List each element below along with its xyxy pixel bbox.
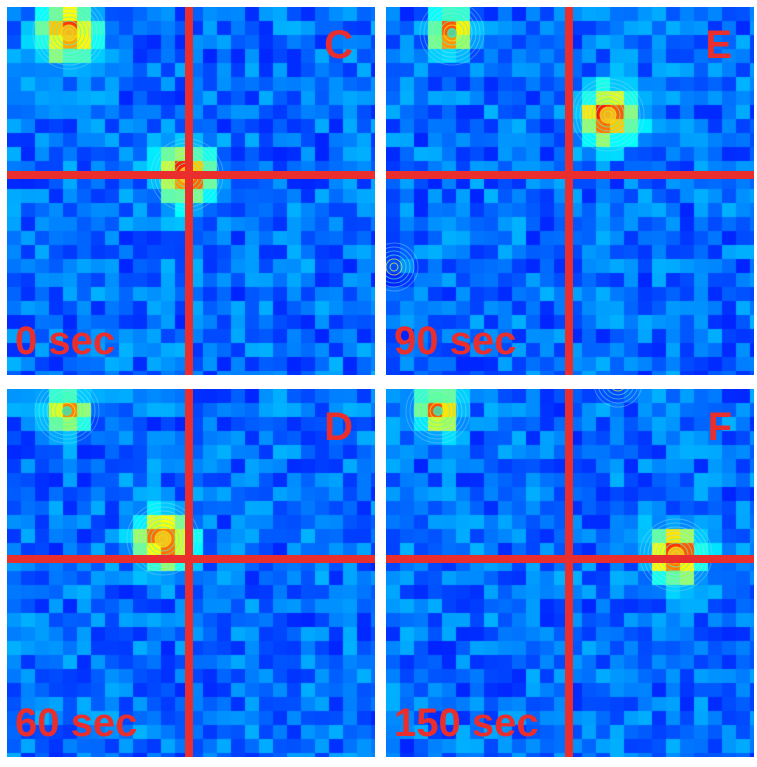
crosshair-vertical bbox=[565, 7, 573, 375]
crosshair-horizontal bbox=[386, 555, 754, 563]
panel-d: D 60 sec bbox=[7, 389, 375, 757]
panel-f: F 150 sec bbox=[386, 389, 754, 757]
fluorescent-spot bbox=[386, 242, 419, 292]
crosshair-vertical bbox=[565, 389, 573, 757]
fluorescent-spot bbox=[34, 389, 100, 444]
time-label: 60 sec bbox=[15, 701, 138, 745]
fluorescent-spot bbox=[32, 7, 106, 70]
fluorescent-spot bbox=[419, 7, 485, 66]
panel-letter: F bbox=[707, 405, 732, 449]
panel-letter: E bbox=[705, 23, 732, 67]
crosshair-overlay bbox=[7, 389, 375, 757]
panel-c: C 0 sec bbox=[7, 7, 375, 375]
crosshair-overlay bbox=[386, 389, 754, 757]
time-label: 150 sec bbox=[394, 701, 539, 745]
panel-letter: D bbox=[324, 405, 353, 449]
crosshair-horizontal bbox=[7, 555, 375, 563]
panel-letter: C bbox=[324, 23, 353, 67]
panel-e: E 90 sec bbox=[386, 7, 754, 375]
crosshair-overlay bbox=[7, 7, 375, 375]
fluorescent-spot bbox=[571, 78, 645, 152]
crosshair-vertical bbox=[185, 7, 193, 375]
time-label: 0 sec bbox=[15, 319, 116, 363]
crosshair-overlay bbox=[386, 7, 754, 375]
fluorescent-spot bbox=[405, 389, 471, 444]
time-label: 90 sec bbox=[394, 319, 517, 363]
fluorescent-spot bbox=[594, 389, 642, 408]
crosshair-horizontal bbox=[386, 171, 754, 179]
crosshair-horizontal bbox=[7, 171, 375, 179]
crosshair-vertical bbox=[185, 389, 193, 757]
